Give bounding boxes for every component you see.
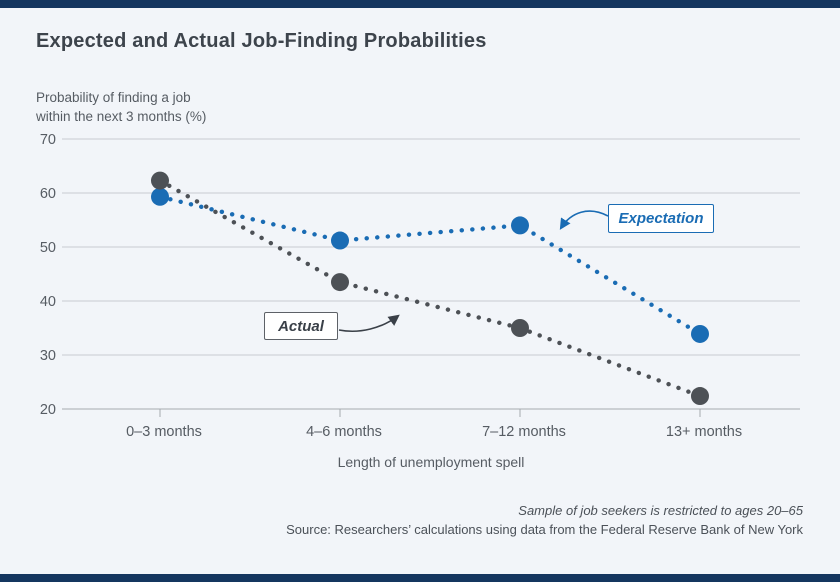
actual-callout-arrow (338, 314, 400, 333)
actual-series-label-text: Actual (278, 317, 324, 335)
expectation-series-label: Expectation (608, 204, 714, 233)
expectation-series-label-text: Expectation (618, 210, 704, 227)
svg-text:Length of unemployment spell: Length of unemployment spell (338, 454, 525, 470)
svg-text:4–6 months: 4–6 months (306, 424, 382, 440)
svg-text:20: 20 (40, 402, 56, 418)
svg-text:7–12 months: 7–12 months (482, 424, 566, 440)
gridlines (62, 138, 800, 417)
source-note: Source: Researchers’ calculations using … (286, 522, 803, 537)
y-axis-unit-label: Probability of finding a job within the … (36, 88, 206, 126)
svg-text:13+ months: 13+ months (666, 424, 742, 440)
bottom-accent-bar (0, 574, 840, 582)
svg-text:40: 40 (40, 294, 56, 310)
sample-note: Sample of job seekers is restricted to a… (518, 503, 803, 518)
data-series (151, 171, 709, 406)
svg-text:70: 70 (40, 132, 56, 148)
y-axis-unit-label-line2: within the next 3 months (%) (36, 109, 207, 124)
axis-labels: 70 60 50 40 30 20 0–3 months 4–6 months 7–12 mon… (40, 132, 742, 470)
top-accent-bar (0, 0, 840, 8)
expectation-callout-arrow (559, 210, 609, 230)
actual-series-label: Actual (264, 312, 338, 340)
chart-title: Expected and Actual Job-Finding Probabil… (36, 30, 487, 52)
svg-text:60: 60 (40, 186, 56, 202)
svg-text:30: 30 (40, 348, 56, 364)
footer-notes: Sample of job seekers is restricted to a… (43, 501, 803, 539)
svg-text:50: 50 (40, 240, 56, 256)
svg-text:0–3 months: 0–3 months (126, 424, 202, 440)
y-axis-unit-label-line1: Probability of finding a job (36, 90, 191, 105)
